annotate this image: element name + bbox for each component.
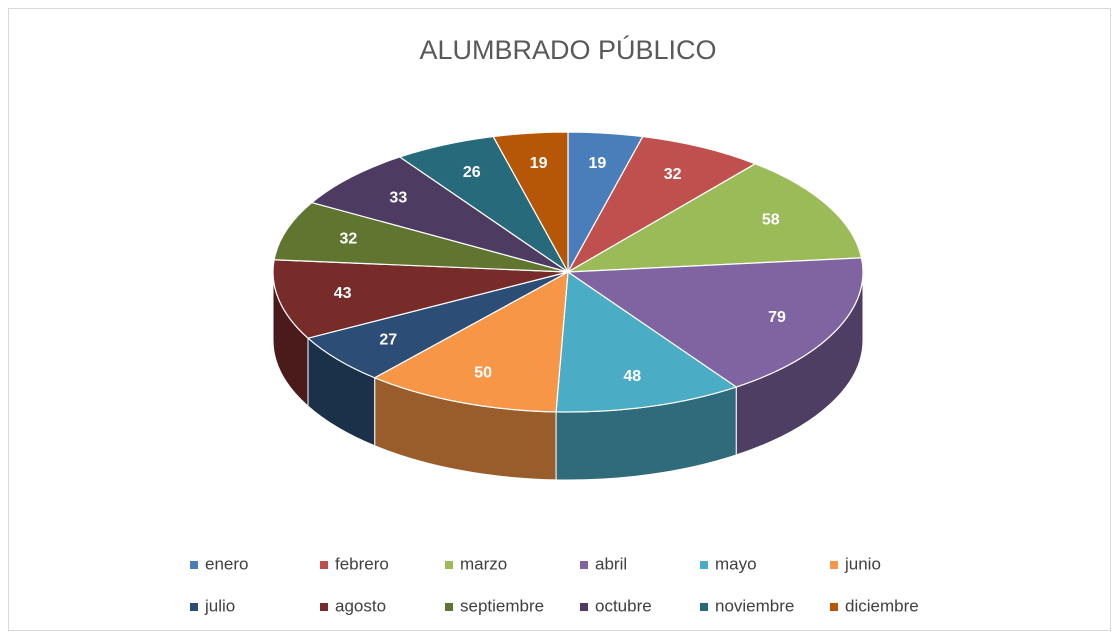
legend-swatch [580, 603, 588, 611]
legend-label: marzo [460, 554, 507, 573]
legend-label: abril [595, 554, 627, 573]
data-label: 19 [530, 155, 548, 172]
data-label: 48 [623, 368, 641, 385]
legend-swatch [190, 561, 198, 569]
legend-swatch [700, 603, 708, 611]
data-label: 58 [762, 212, 780, 229]
legend-label: junio [844, 554, 881, 573]
legend-swatch [445, 561, 453, 569]
legend-swatch [830, 561, 838, 569]
data-label: 19 [588, 155, 606, 172]
data-label: 43 [334, 285, 352, 302]
data-label: 33 [389, 189, 407, 206]
pie-slice [373, 270, 569, 413]
legend-swatch [830, 603, 838, 611]
pie-slice [567, 163, 863, 273]
legend-swatch [320, 603, 328, 611]
legend-swatch [190, 603, 198, 611]
legend-label: agosto [335, 596, 386, 615]
legend-swatch [320, 561, 328, 569]
legend-label: julio [204, 596, 235, 615]
pie-slice [555, 270, 738, 413]
pie-slice [566, 135, 757, 274]
pie-slice [272, 259, 569, 339]
chart-title: ALUMBRADO PÚBLICO [419, 34, 716, 65]
legend-label: febrero [335, 554, 389, 573]
data-label: 26 [463, 164, 481, 181]
legend-label: octubre [595, 596, 652, 615]
legend-label: mayo [715, 554, 757, 573]
legend-label: diciembre [845, 596, 919, 615]
legend-swatch [445, 603, 453, 611]
data-label: 32 [340, 231, 358, 248]
legend-label: enero [205, 554, 248, 573]
pie-slice [310, 156, 569, 273]
pie-slice [492, 131, 569, 273]
data-label: 79 [768, 309, 786, 326]
pie-slice [273, 201, 569, 273]
legend-swatch [580, 561, 588, 569]
legend-swatch [700, 561, 708, 569]
legend-label: noviembre [715, 596, 794, 615]
legend-label: septiembre [460, 596, 544, 615]
pie-slice [566, 257, 864, 388]
data-label: 50 [474, 365, 492, 382]
data-label: 27 [379, 331, 397, 348]
data-label: 32 [664, 166, 682, 183]
